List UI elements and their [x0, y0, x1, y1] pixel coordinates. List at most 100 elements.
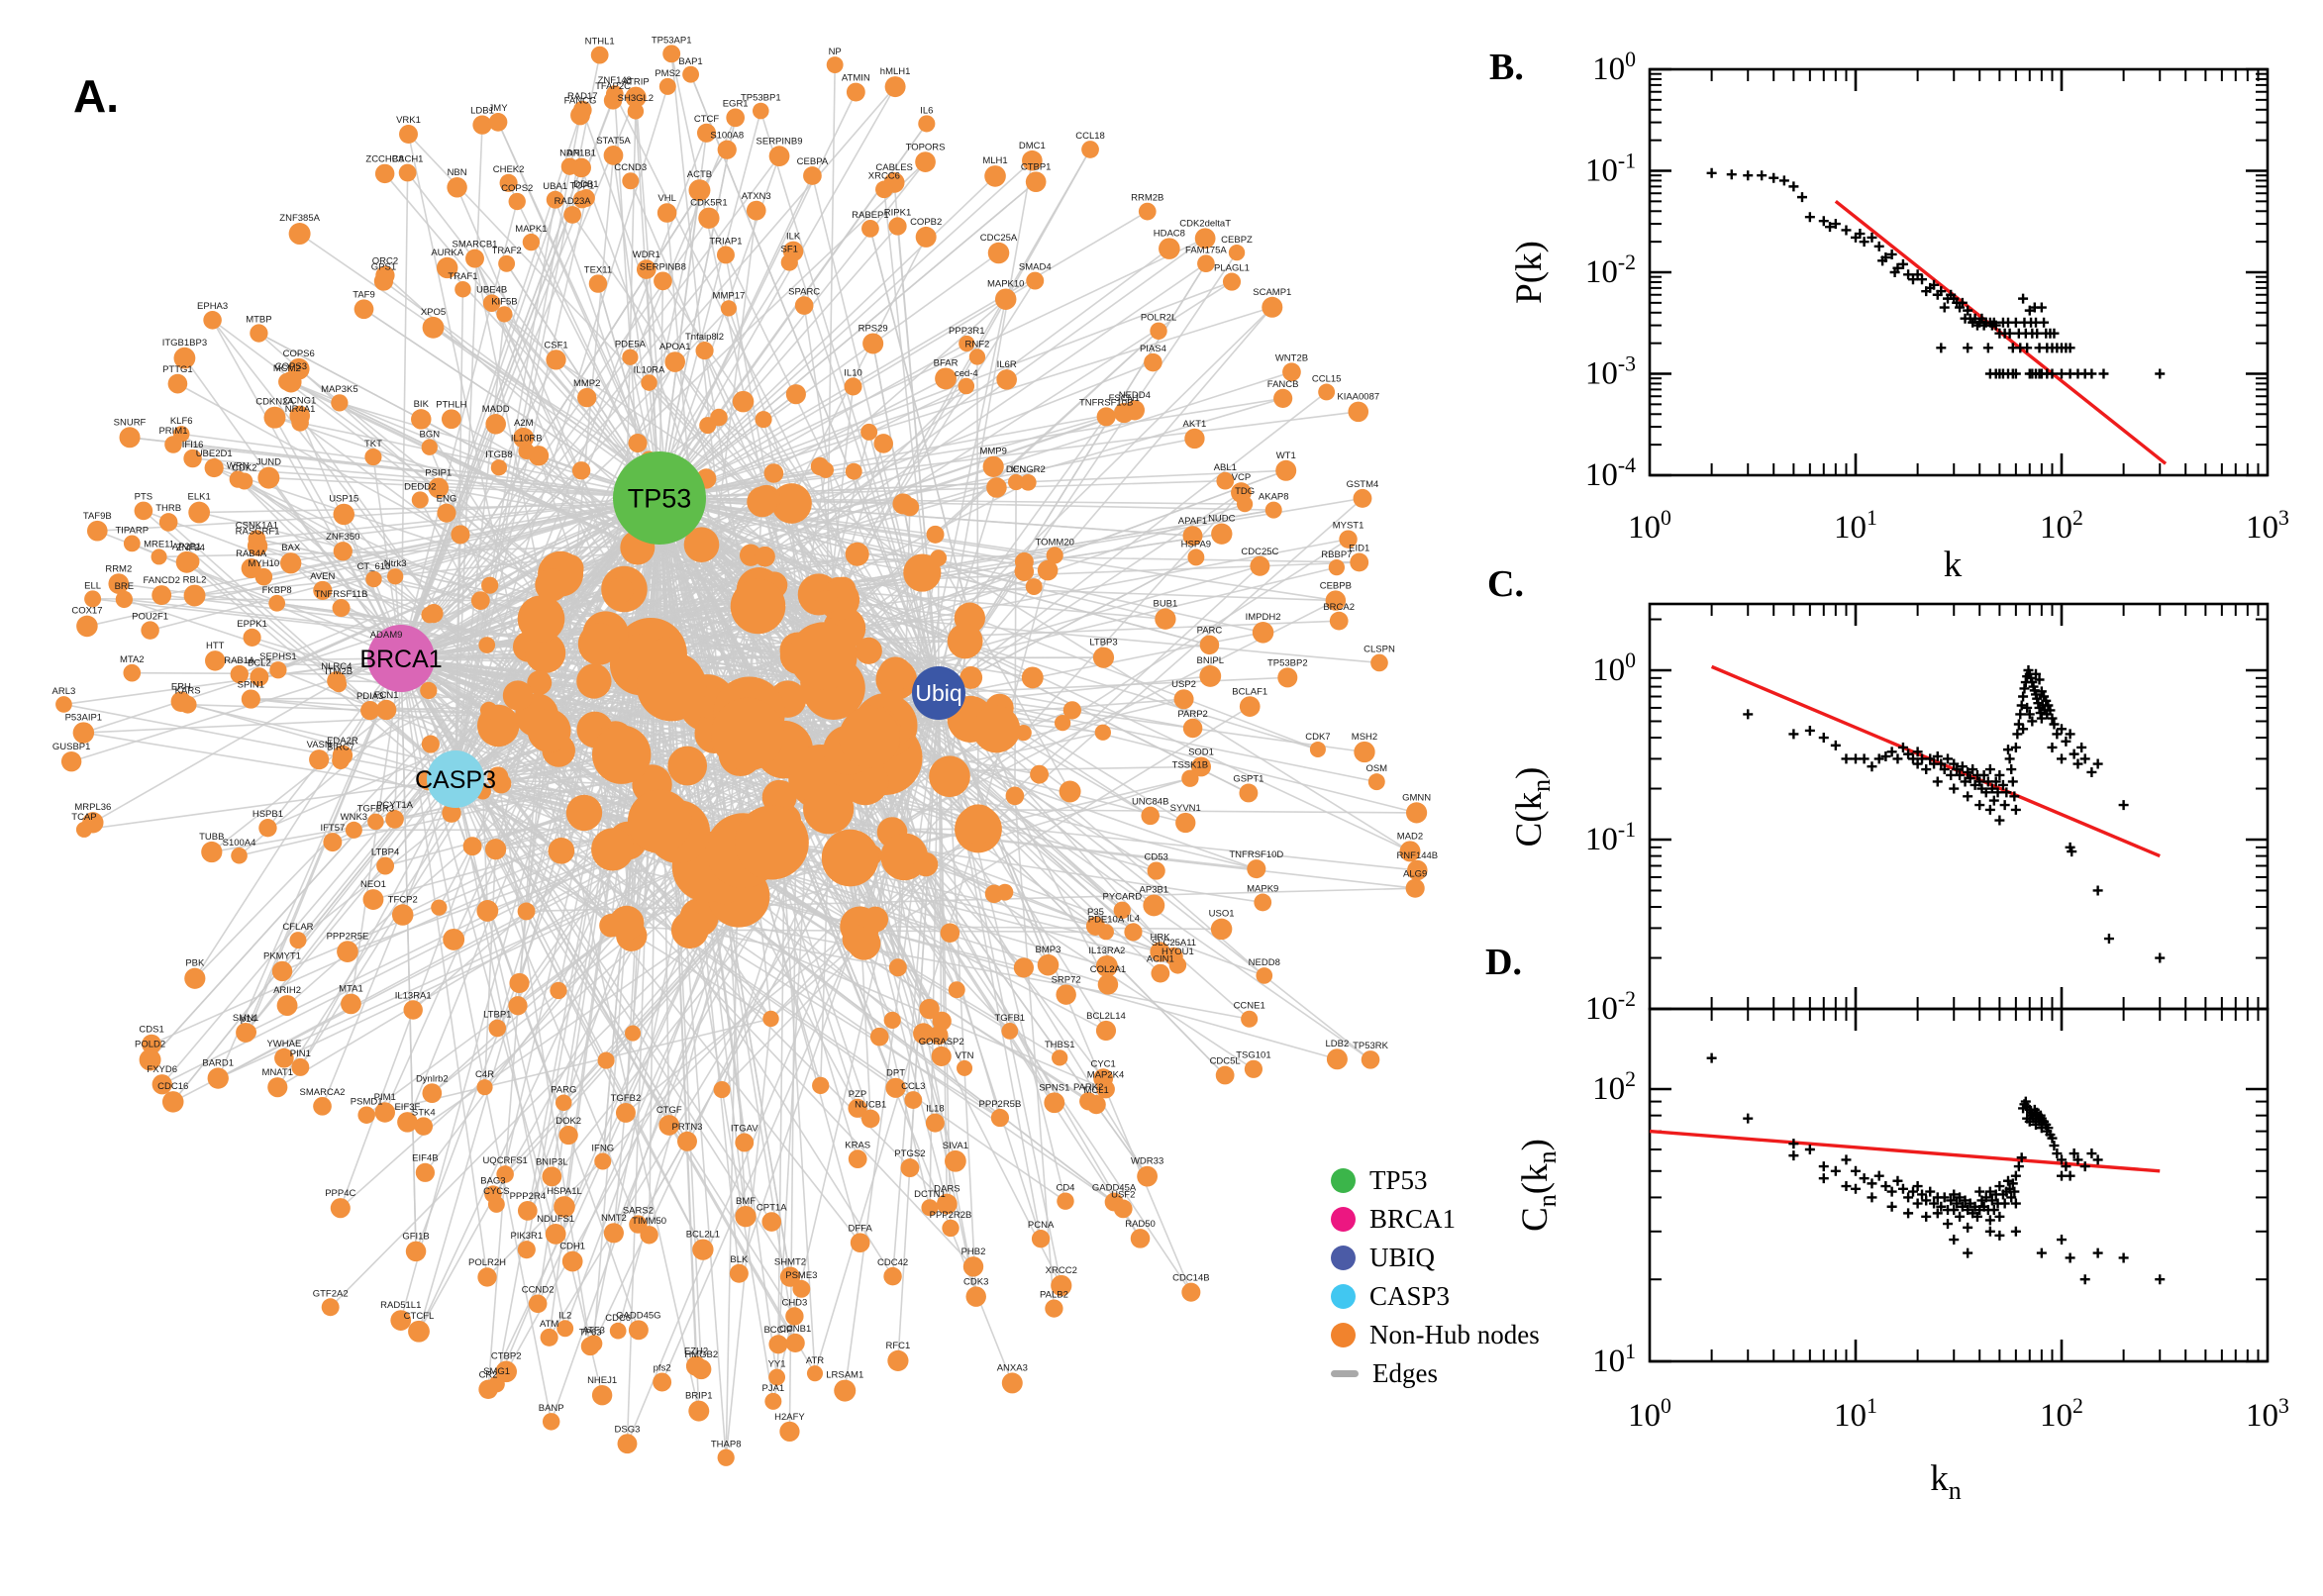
network-node[interactable] — [545, 1223, 566, 1245]
network-node[interactable] — [603, 91, 623, 110]
network-node[interactable] — [397, 1112, 418, 1133]
network-node[interactable] — [1150, 322, 1167, 340]
network-node[interactable] — [577, 387, 597, 408]
network-node[interactable] — [1348, 401, 1369, 423]
network-node[interactable] — [959, 335, 975, 352]
hub-node-tp53[interactable] — [613, 451, 706, 545]
network-node[interactable] — [1399, 841, 1421, 862]
network-node[interactable] — [1085, 916, 1106, 936]
network-node[interactable] — [1094, 724, 1111, 741]
network-node[interactable] — [821, 829, 879, 887]
network-node[interactable] — [763, 463, 784, 483]
network-node[interactable] — [280, 371, 302, 393]
network-node[interactable] — [323, 833, 343, 852]
network-node[interactable] — [170, 691, 192, 712]
network-node[interactable] — [1159, 238, 1180, 259]
network-node[interactable] — [1407, 859, 1428, 881]
network-node[interactable] — [588, 274, 608, 293]
network-node[interactable] — [1222, 272, 1242, 291]
network-node[interactable] — [345, 821, 362, 839]
network-node[interactable] — [1081, 141, 1099, 158]
network-node[interactable] — [987, 242, 1010, 264]
network-node[interactable] — [421, 735, 440, 753]
network-node[interactable] — [391, 904, 414, 926]
network-node[interactable] — [903, 553, 942, 592]
network-node[interactable] — [142, 1034, 162, 1054]
network-node[interactable] — [269, 661, 287, 679]
network-node[interactable] — [289, 932, 307, 949]
network-node[interactable] — [735, 1133, 755, 1152]
network-node[interactable] — [869, 1027, 889, 1047]
network-node[interactable] — [1151, 963, 1170, 983]
network-node[interactable] — [362, 889, 384, 910]
network-node[interactable] — [622, 172, 640, 190]
network-node[interactable] — [664, 351, 686, 372]
network-node[interactable] — [522, 233, 541, 251]
network-node[interactable] — [603, 146, 624, 165]
network-node[interactable] — [364, 448, 382, 466]
network-node[interactable] — [1031, 1230, 1051, 1248]
network-node[interactable] — [1216, 471, 1235, 490]
network-node[interactable] — [789, 622, 858, 690]
network-node[interactable] — [1210, 918, 1233, 941]
network-node[interactable] — [540, 1328, 558, 1347]
network-node[interactable] — [960, 666, 983, 689]
network-node[interactable] — [762, 1010, 779, 1028]
network-node[interactable] — [164, 436, 182, 453]
network-node[interactable] — [615, 1102, 636, 1123]
network-node[interactable] — [1026, 271, 1045, 290]
network-node[interactable] — [662, 45, 681, 63]
network-node[interactable] — [205, 650, 226, 671]
network-node[interactable] — [926, 525, 945, 544]
network-node[interactable] — [268, 594, 286, 612]
network-node[interactable] — [862, 333, 884, 354]
network-node[interactable] — [994, 288, 1017, 310]
network-node[interactable] — [546, 190, 564, 209]
network-node[interactable] — [1353, 488, 1372, 508]
network-node[interactable] — [75, 821, 92, 838]
network-node[interactable] — [484, 839, 507, 860]
network-node[interactable] — [1113, 1199, 1133, 1219]
network-node[interactable] — [1001, 1023, 1019, 1040]
network-node[interactable] — [622, 349, 639, 365]
network-node[interactable] — [374, 1102, 395, 1123]
network-node[interactable] — [254, 567, 273, 586]
network-node[interactable] — [1052, 1049, 1068, 1066]
network-node[interactable] — [535, 568, 568, 602]
network-node[interactable] — [108, 573, 130, 594]
network-node[interactable] — [918, 115, 936, 133]
network-node[interactable] — [848, 1149, 867, 1169]
network-node[interactable] — [119, 427, 141, 449]
network-node[interactable] — [274, 1047, 294, 1068]
network-node[interactable] — [309, 749, 330, 770]
network-node[interactable] — [932, 1011, 952, 1032]
network-node[interactable] — [929, 755, 970, 798]
network-node[interactable] — [713, 1081, 731, 1099]
network-node[interactable] — [517, 1241, 536, 1259]
network-node[interactable] — [375, 699, 397, 721]
network-node[interactable] — [931, 1046, 952, 1066]
network-node[interactable] — [1051, 1274, 1072, 1297]
network-node[interactable] — [267, 1077, 288, 1098]
network-node[interactable] — [779, 1266, 801, 1287]
network-node[interactable] — [913, 1023, 935, 1045]
network-node[interactable] — [462, 837, 482, 856]
network-node[interactable] — [734, 805, 809, 880]
network-node[interactable] — [1273, 388, 1293, 408]
network-node[interactable] — [1044, 1092, 1065, 1114]
network-node[interactable] — [654, 271, 672, 291]
network-node[interactable] — [670, 911, 709, 949]
network-node[interactable] — [1095, 1020, 1117, 1042]
network-node[interactable] — [919, 998, 940, 1020]
network-node[interactable] — [421, 439, 438, 455]
network-node[interactable] — [357, 1106, 375, 1124]
network-node[interactable] — [580, 1337, 600, 1356]
network-node[interactable] — [354, 299, 374, 320]
network-node[interactable] — [904, 1091, 923, 1109]
network-node[interactable] — [591, 828, 635, 871]
network-node[interactable] — [958, 804, 998, 845]
network-node[interactable] — [207, 1067, 229, 1089]
network-node[interactable] — [732, 390, 755, 413]
network-node[interactable] — [846, 82, 865, 102]
network-node[interactable] — [590, 46, 609, 64]
